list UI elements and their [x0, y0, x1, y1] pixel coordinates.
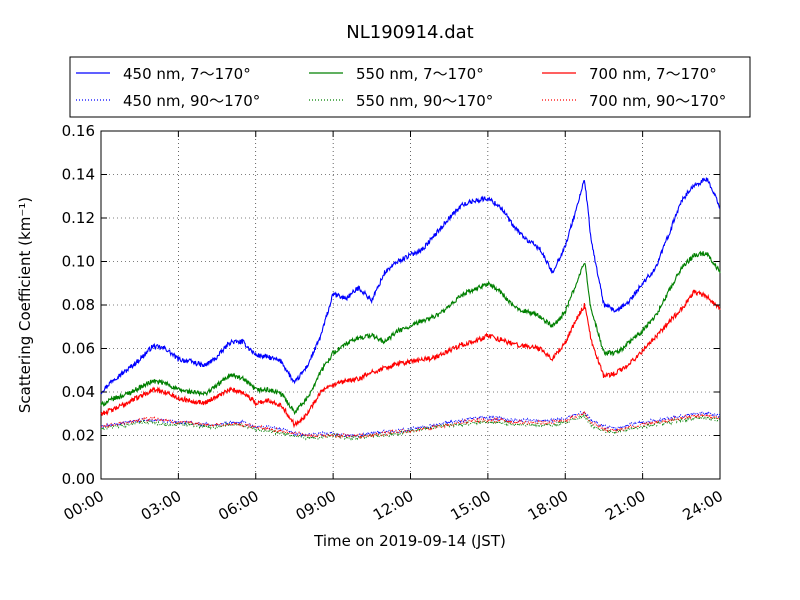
legend-label: 550 nm, 90～170° — [356, 92, 493, 110]
y-axis-label: Scattering Coefficient (km⁻¹) — [16, 197, 34, 413]
x-tick-label: 21:00 — [602, 487, 648, 524]
y-tick-label: 0.08 — [62, 296, 95, 314]
legend-label: 700 nm, 7～170° — [589, 65, 717, 83]
y-tick-label: 0.16 — [62, 122, 95, 140]
legend-label: 450 nm, 7～170° — [123, 65, 251, 83]
x-axis: 00:00 03:00 06:00 09:00 12:00 15:00 18:00 21:00… — [61, 131, 726, 524]
series-line — [100, 410, 721, 440]
x-tick-label: 24:00 — [680, 487, 726, 524]
x-tick-label: 15:00 — [447, 487, 493, 524]
legend-label: 450 nm, 90～170° — [123, 92, 260, 110]
y-tick-label: 0.14 — [62, 166, 95, 184]
x-tick-label: 00:00 — [61, 487, 107, 524]
y-tick-label: 0.00 — [62, 470, 95, 488]
legend-label: 700 nm, 90～170° — [589, 92, 726, 110]
chart-title: NL190914.dat — [346, 22, 473, 43]
legend-label: 550 nm, 7～170° — [356, 65, 484, 83]
y-tick-label: 0.06 — [62, 340, 95, 358]
series-line — [100, 250, 721, 416]
legend: 450 nm, 7～170° 450 nm, 90～170° 550 nm, 7～1… — [69, 56, 751, 118]
y-tick-label: 0.10 — [62, 253, 95, 271]
x-tick-label: 18:00 — [525, 487, 571, 524]
x-axis-label: Time on 2019-09-14 (JST) — [313, 532, 506, 550]
series-line — [100, 289, 721, 429]
y-tick-label: 0.12 — [62, 209, 95, 227]
x-tick-label: 06:00 — [215, 487, 261, 524]
legend-box — [69, 56, 751, 118]
x-tick-label: 09:00 — [293, 487, 339, 524]
y-tick-label: 0.04 — [62, 383, 95, 401]
series-layer — [100, 177, 721, 441]
y-axis: 0.00 0.02 0.04 0.06 0.08 0.10 0.12 0.14 0.16 — [62, 122, 720, 488]
x-tick-label: 03:00 — [138, 487, 184, 524]
x-tick-label: 12:00 — [370, 487, 416, 524]
series-line — [100, 177, 721, 395]
y-tick-label: 0.02 — [62, 427, 95, 445]
